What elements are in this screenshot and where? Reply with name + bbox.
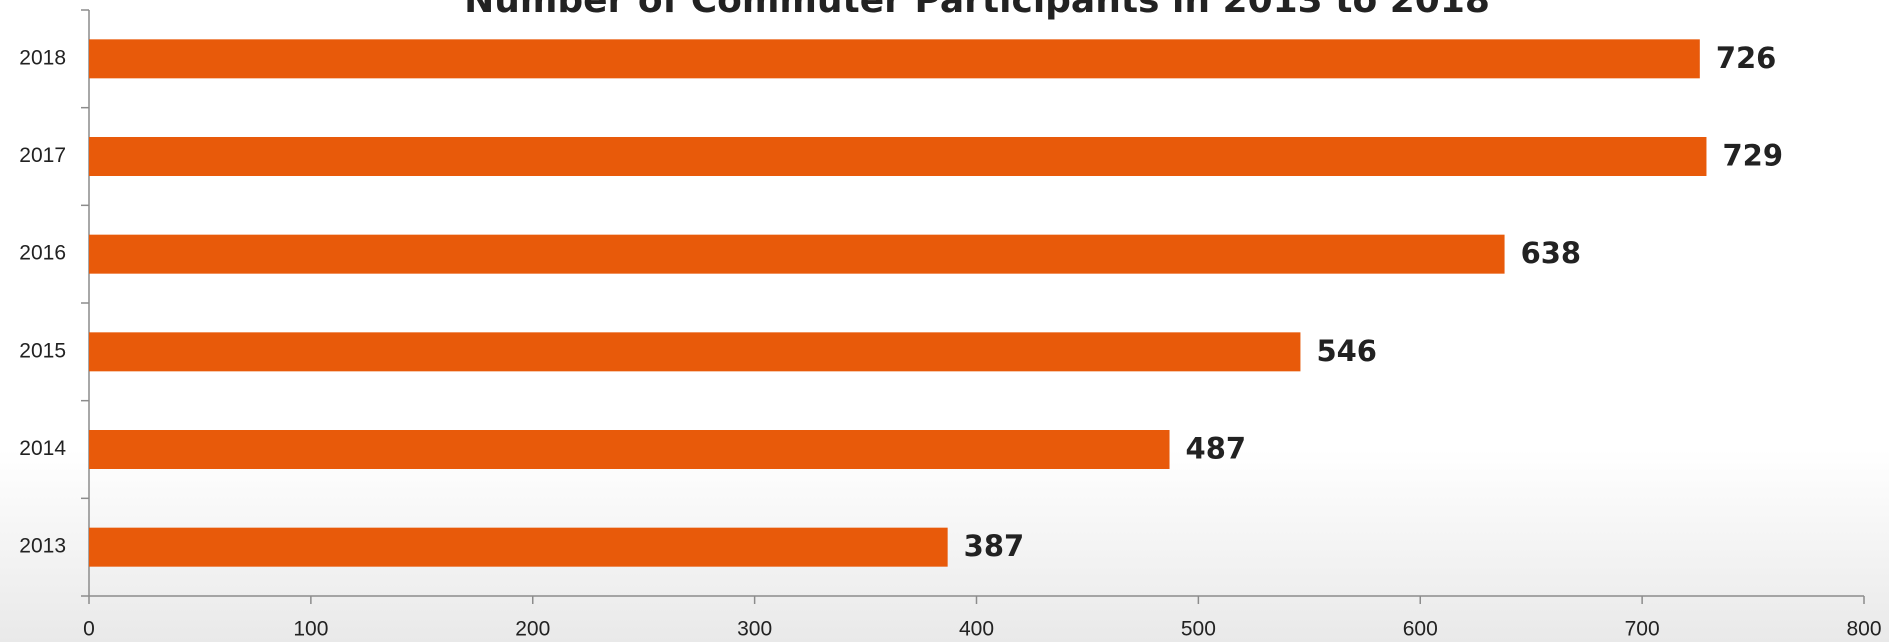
value-label: 726: [1716, 41, 1777, 75]
bar: [89, 137, 1707, 176]
value-label: 729: [1722, 139, 1783, 173]
bar: [89, 332, 1301, 372]
bar: [89, 39, 1700, 79]
x-tick-label: 500: [1181, 618, 1216, 641]
y-tick-label: 2014: [19, 437, 66, 460]
bar: [89, 527, 948, 567]
y-tick-label: 2017: [19, 144, 66, 167]
value-label: 387: [964, 529, 1025, 563]
x-tick-label: 200: [515, 618, 550, 641]
value-label: 546: [1316, 334, 1377, 368]
x-tick-label: 700: [1625, 618, 1660, 641]
x-tick-label: 300: [737, 618, 772, 641]
chart-title: Number of Commuter Participants in 2013 …: [464, 0, 1490, 21]
value-label: 487: [1186, 432, 1247, 466]
y-tick-label: 2015: [19, 339, 66, 362]
x-tick-label: 100: [293, 618, 328, 641]
x-tick-label: 0: [83, 618, 95, 641]
bar: [89, 234, 1505, 274]
x-tick-label: 400: [959, 618, 994, 641]
x-tick-label: 800: [1846, 618, 1881, 641]
bar: [89, 430, 1170, 469]
y-tick-label: 2018: [19, 46, 66, 69]
value-label: 638: [1521, 236, 1582, 270]
y-tick-label: 2016: [19, 242, 66, 265]
x-tick-label: 600: [1403, 618, 1438, 641]
y-tick-label: 2013: [19, 535, 66, 558]
